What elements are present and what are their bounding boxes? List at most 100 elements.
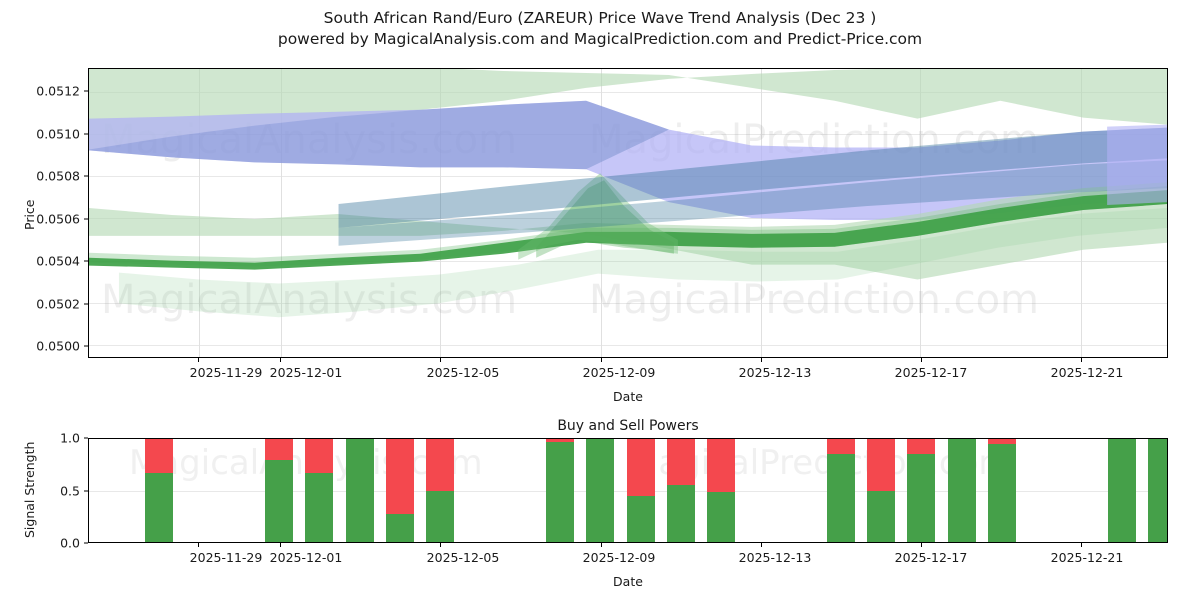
ytick-signal-0.5: 0.5 [60,483,80,498]
xtick-mark-m-7 [1081,358,1082,362]
signal-bar[interactable] [1108,439,1137,542]
buy-power-segment [867,490,896,542]
signal-bar[interactable] [345,439,374,542]
price-wave-plot: MagicalAnalysis.com MagicalPrediction.co… [88,68,1168,358]
price-band-layer [89,69,1167,318]
signal-bar[interactable] [265,439,294,542]
signal-bar[interactable] [907,439,936,542]
blue-green-overlap-right [338,127,1167,228]
ytick-signal-0.0: 0.0 [60,535,80,551]
xtick-main-2025-11-29: 2025-11-29 [189,365,263,380]
xtick-mark-b-3 [440,543,441,547]
buy-power-segment [546,442,575,542]
buy-power-segment [345,439,374,542]
blue-green-overlap-right-2 [338,160,1167,246]
green-wave-ghost-low [118,208,1167,318]
gridline-y-0.0500 [89,345,1167,347]
green-spike-dec09 [518,173,678,260]
buy-power-segment [586,439,615,542]
ytick-mark-0.0506 [84,218,88,219]
ytick-0.0512: 0.0512 [36,83,80,99]
xtick-bar-2025-11-29: 2025-11-29 [189,550,263,565]
signal-bar[interactable] [1148,439,1167,542]
xtick-bar-2025-12-09: 2025-12-09 [582,550,656,565]
ytick-0.0500: 0.0500 [36,338,80,354]
xtick-main-2025-12-05: 2025-12-05 [426,365,500,380]
signal-bar[interactable] [305,439,334,542]
signal-bar[interactable] [546,439,575,542]
signal-bar[interactable] [385,439,414,542]
sell-power-segment [907,439,936,455]
signal-bar[interactable] [626,439,655,542]
sell-power-segment [425,439,454,491]
buy-power-segment [144,473,173,542]
purple-tail-right [1107,124,1167,206]
ytick-mark-0.0508 [84,175,88,177]
main-date-axis-label: Date [613,389,643,404]
signal-bar[interactable] [586,439,615,542]
xtick-mark-b-7 [1081,543,1082,547]
gridline-y-0.0502 [89,302,1167,304]
price-plot-clip: MagicalAnalysis.com MagicalPrediction.co… [89,69,1167,357]
xtick-mark-m-4 [601,358,602,362]
upper-green-envelope-band [89,69,1167,150]
signal-strength-axis-label: Signal Strength [22,441,37,538]
buy-sell-powers-plot: MagicalAnalysis.com MagicalPrediction.co… [88,438,1168,543]
signal-bar[interactable] [144,439,173,542]
signal-bar[interactable] [827,439,856,542]
sell-power-segment [385,439,414,515]
xtick-main-2025-12-13: 2025-12-13 [738,365,812,380]
xtick-mark-b-6 [921,543,922,547]
sell-power-segment [666,439,695,486]
buy-power-segment [1108,439,1137,542]
xtick-bar-2025-12-17: 2025-12-17 [894,550,968,565]
xtick-main-2025-12-09: 2025-12-09 [582,365,656,380]
xtick-main-2025-12-21: 2025-12-21 [1050,365,1124,380]
sell-power-segment [827,439,856,455]
sell-power-segment [706,439,735,492]
xtick-main-2025-12-17: 2025-12-17 [894,365,968,380]
gridline-y-0.0512 [89,92,1167,94]
ytick-mark-0.0502 [84,303,88,304]
buy-power-segment [666,485,695,542]
ytick-mark-signal-0.0 [84,542,88,544]
xtick-main-2025-12-01: 2025-12-01 [269,365,343,380]
xtick-mark-m-5 [761,358,762,362]
chart-title-block: South African Rand/Euro (ZAREUR) Price W… [0,8,1200,50]
signal-bar[interactable] [947,439,976,542]
bars-layer [89,439,1167,542]
green-spike-dec09-inner [536,180,674,258]
ytick-mark-0.0512 [84,90,88,92]
signal-bar[interactable] [425,439,454,542]
sell-power-segment [987,439,1016,445]
bar-date-axis-label: Date [613,574,643,589]
buy-power-segment [425,490,454,542]
gridline-x-2025-12-01 [280,69,282,357]
page-title: South African Rand/Euro (ZAREUR) Price W… [323,9,877,27]
lower-green-envelope-band [89,182,1167,280]
xtick-bar-2025-12-01: 2025-12-01 [269,550,343,565]
buy-power-segment [947,439,976,542]
signal-bar[interactable] [867,439,896,542]
purple-forecast-band [89,100,1167,220]
green-wave-core [89,190,1167,270]
gridline-y-0.0506 [89,218,1167,220]
xtick-mark-m-6 [921,358,922,362]
xtick-bar-2025-12-21: 2025-12-21 [1050,550,1124,565]
xtick-bar-2025-12-05: 2025-12-05 [426,550,500,565]
page-subtitle: powered by MagicalAnalysis.com and Magic… [277,30,923,48]
buy-power-segment [385,514,414,542]
buy-power-segment [305,473,334,542]
buy-power-segment [907,454,936,542]
signal-bar[interactable] [987,439,1016,542]
price-axis-label: Price [22,199,37,231]
sell-power-segment [626,439,655,496]
xtick-mark-m-1 [198,358,199,362]
xtick-mark-b-1 [198,543,199,547]
gridline-y-0.0504 [89,260,1167,262]
ytick-0.0506: 0.0506 [36,211,80,226]
signal-bar[interactable] [706,439,735,542]
buy-power-segment [987,444,1016,542]
signal-bar[interactable] [666,439,695,542]
